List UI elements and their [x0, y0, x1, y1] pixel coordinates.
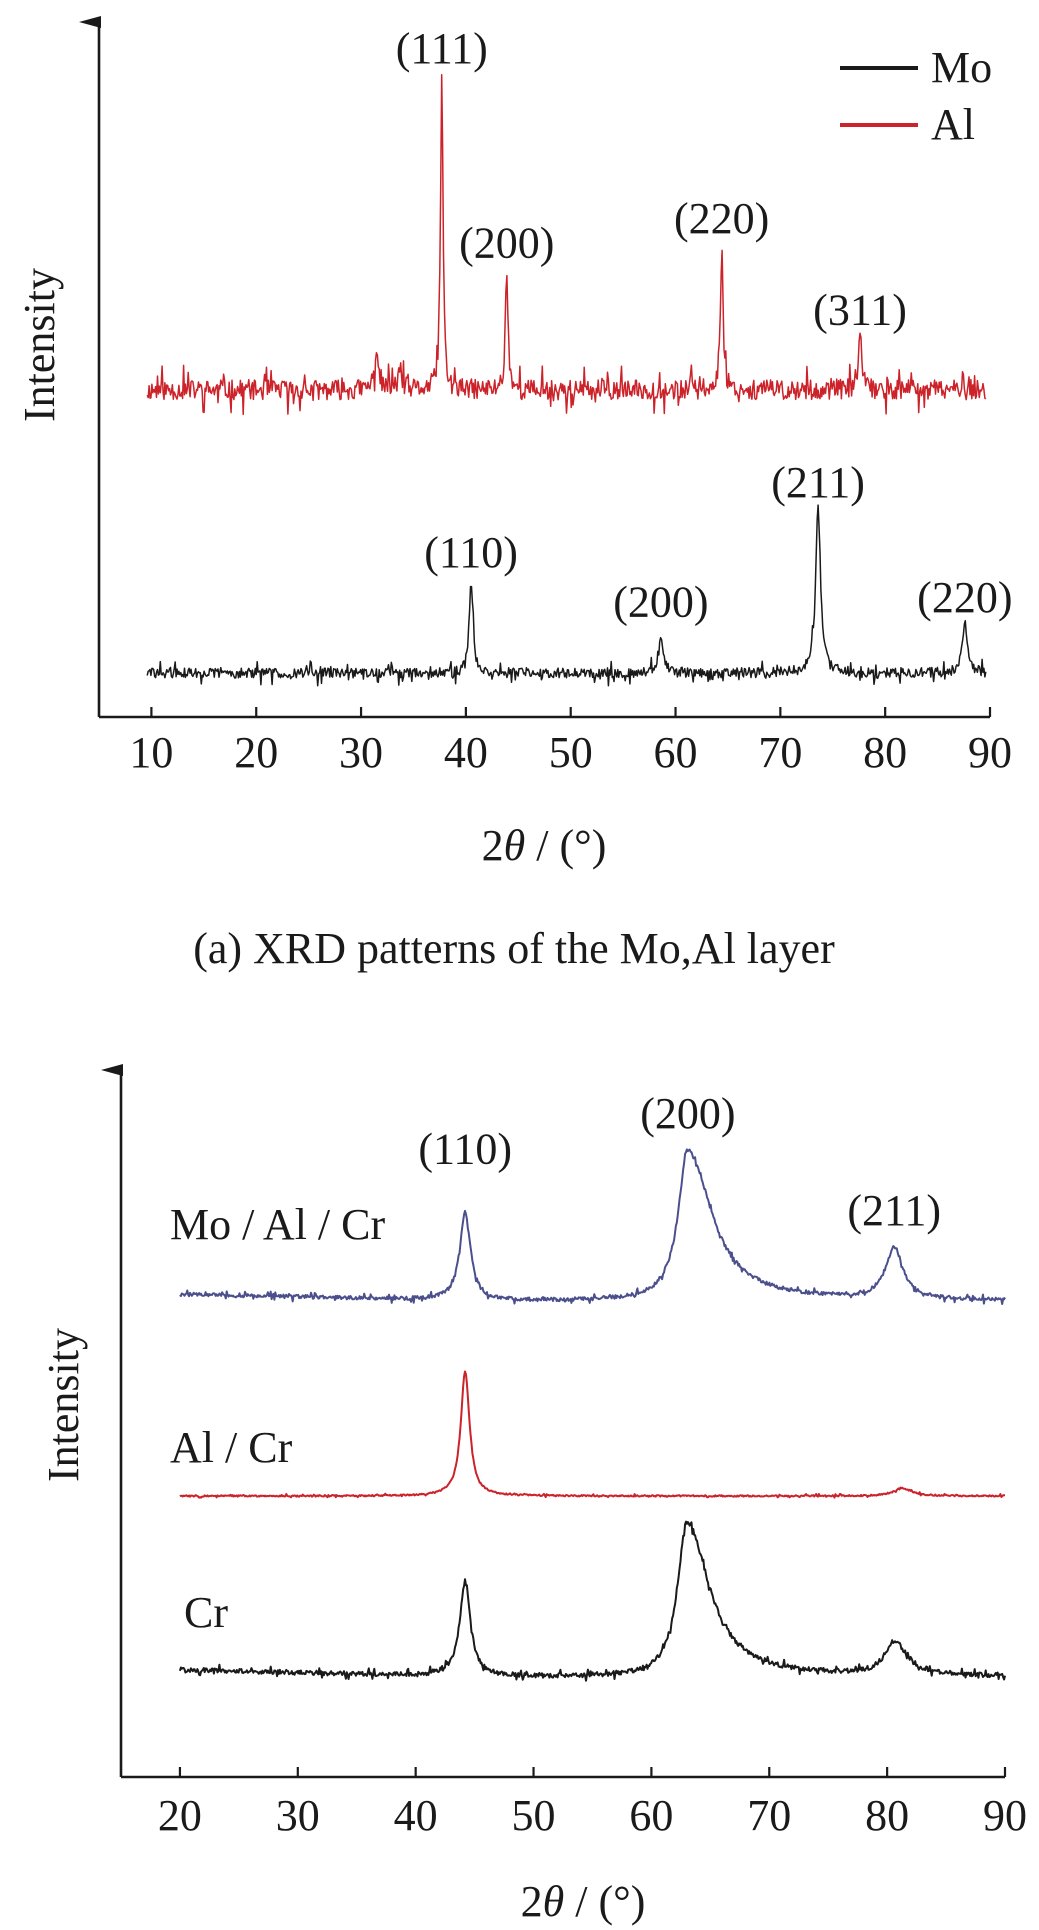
series-label-mo-al-cr: Mo / Al / Cr — [170, 1200, 385, 1249]
chart-a: 10 20 30 40 50 60 70 80 90 (111)(200) (220)(311)(… — [15, 16, 1013, 973]
series-label-al-cr: Al / Cr — [170, 1423, 293, 1472]
legend-label-mo: Mo — [931, 43, 992, 92]
chart-a-caption: (a) XRD patterns of the Mo,Al layer — [193, 924, 835, 973]
peak-label-mo-220: (220) — [917, 573, 1012, 622]
chart-b: 20 30 40 50 60 70 80 90 (110) (200) (211) Mo / Al… — [39, 1064, 1027, 1926]
chart-a-y-label: Intensity — [15, 268, 64, 422]
chart-b-series — [178, 1148, 1006, 1682]
chart-a-x-tick-label-60: 60 — [654, 728, 698, 777]
chart-b-x-tick-label-20: 20 — [158, 1791, 202, 1840]
series-line-al-cr — [179, 1370, 1006, 1499]
chart-a-x-ticks: 10 20 30 40 50 60 70 80 90 — [129, 707, 1012, 777]
series-line-al — [146, 74, 987, 416]
chart-a-x-tick-label-90: 90 — [968, 728, 1012, 777]
peak-label-al-200: (200) — [459, 218, 554, 267]
chart-a-x-tick-label-80: 80 — [863, 728, 907, 777]
chart-b-x-tick-label-40: 40 — [394, 1791, 438, 1840]
series-line-mo-al-cr — [179, 1148, 1006, 1305]
chart-a-x-tick-label-40: 40 — [444, 728, 488, 777]
chart-a-x-tick-label-20: 20 — [234, 728, 278, 777]
peak-label-al-220: (220) — [674, 194, 769, 243]
peak-label-mo-al-cr-211: (211) — [847, 1186, 941, 1235]
chart-a-x-tick-label-50: 50 — [549, 728, 593, 777]
series-line-mo — [146, 504, 987, 687]
legend-label-al: Al — [931, 100, 975, 149]
chart-b-y-label: Intensity — [39, 1328, 88, 1482]
chart-a-x-tick-label-70: 70 — [758, 728, 802, 777]
chart-b-peak-labels: (110) (200) (211) — [418, 1089, 941, 1235]
chart-b-x-tick-label-90: 90 — [983, 1791, 1027, 1840]
series-line-cr — [178, 1520, 1006, 1682]
chart-a-x-label: 2θ / (°) — [482, 821, 607, 870]
chart-a-x-tick-label-30: 30 — [339, 728, 383, 777]
peak-label-mo-al-cr-200: (200) — [640, 1089, 735, 1138]
chart-a-x-tick-label-10: 10 — [129, 728, 173, 777]
series-label-cr: Cr — [184, 1588, 228, 1637]
chart-a-series — [146, 74, 987, 687]
chart-b-x-tick-label-30: 30 — [276, 1791, 320, 1840]
chart-b-x-tick-label-50: 50 — [512, 1791, 556, 1840]
chart-b-x-ticks: 20 30 40 50 60 70 80 90 — [158, 1767, 1027, 1840]
peak-label-al-311: (311) — [813, 285, 907, 334]
peak-label-mo-211: (211) — [771, 458, 865, 507]
chart-b-x-tick-label-80: 80 — [865, 1791, 909, 1840]
chart-b-x-label: 2θ / (°) — [521, 1877, 646, 1926]
peak-label-mo-110: (110) — [424, 528, 518, 577]
peak-label-al-111: (111) — [396, 24, 488, 73]
peak-label-mo-200: (200) — [613, 578, 708, 627]
peak-label-mo-al-cr-110: (110) — [418, 1125, 512, 1174]
chart-b-x-tick-label-70: 70 — [747, 1791, 791, 1840]
chart-a-legend: Mo Al — [840, 43, 992, 149]
chart-b-x-tick-label-60: 60 — [629, 1791, 673, 1840]
chart-a-peak-labels: (111) (200) (220) (311) (110) (200) (211) (220) — [396, 24, 1013, 627]
